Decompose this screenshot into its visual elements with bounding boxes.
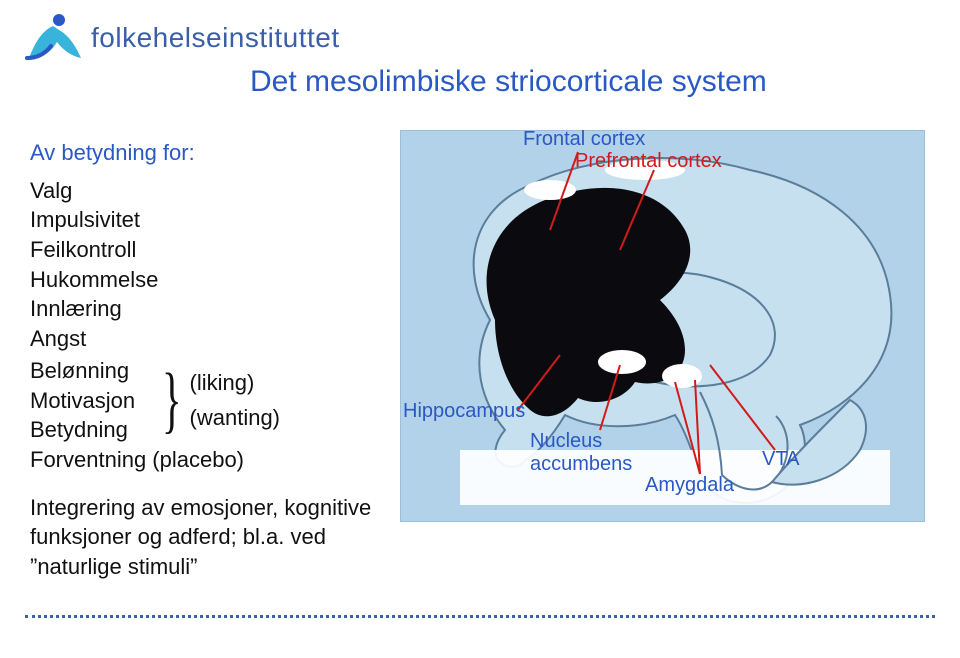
brand-name: folkehelseinstituttet xyxy=(91,22,340,54)
brain-figure: Frontal cortex Prefrontal cortex Hippoca… xyxy=(400,130,925,522)
annot-liking: (liking) xyxy=(190,368,280,398)
left-paragraph: Integrering av emosjoner, kognitive funk… xyxy=(30,493,390,582)
brace-row-1: Motivasjon xyxy=(30,386,160,416)
label-accumbens: accumbens xyxy=(530,453,632,476)
item-valg: Valg xyxy=(30,176,390,206)
left-text-block: Av betydning for: Valg Impulsivitet Feil… xyxy=(30,138,390,582)
item-angst: Angst xyxy=(30,324,390,354)
footer-dotted-rule xyxy=(25,615,935,618)
label-prefrontal: Prefrontal cortex xyxy=(575,150,722,173)
item-hukom: Hukommelse xyxy=(30,265,390,295)
left-heading: Av betydning for: xyxy=(30,138,390,168)
brain-diagram xyxy=(400,130,925,522)
brace-group: Belønning Motivasjon Betydning } (liking… xyxy=(30,356,390,445)
logo-mark-icon xyxy=(15,12,85,64)
label-nucleus: Nucleus xyxy=(530,430,602,453)
label-amygdala: Amygdala xyxy=(645,474,734,497)
item-feil: Feilkontroll xyxy=(30,235,390,265)
item-forvent: Forventning (placebo) xyxy=(30,445,390,475)
annot-wanting: (wanting) xyxy=(190,403,280,433)
slide-title: Det mesolimbiske striocorticale system xyxy=(250,65,767,99)
item-innl: Innlæring xyxy=(30,294,390,324)
curly-brace-icon: } xyxy=(162,375,182,425)
label-hippocampus: Hippocampus xyxy=(403,400,525,423)
label-vta: VTA xyxy=(762,448,799,471)
item-impuls: Impulsivitet xyxy=(30,205,390,235)
brace-row-0: Belønning xyxy=(30,356,160,386)
brand-logo: folkehelseinstituttet xyxy=(15,12,340,64)
label-frontal: Frontal cortex xyxy=(523,128,645,151)
brace-row-2: Betydning xyxy=(30,415,160,445)
